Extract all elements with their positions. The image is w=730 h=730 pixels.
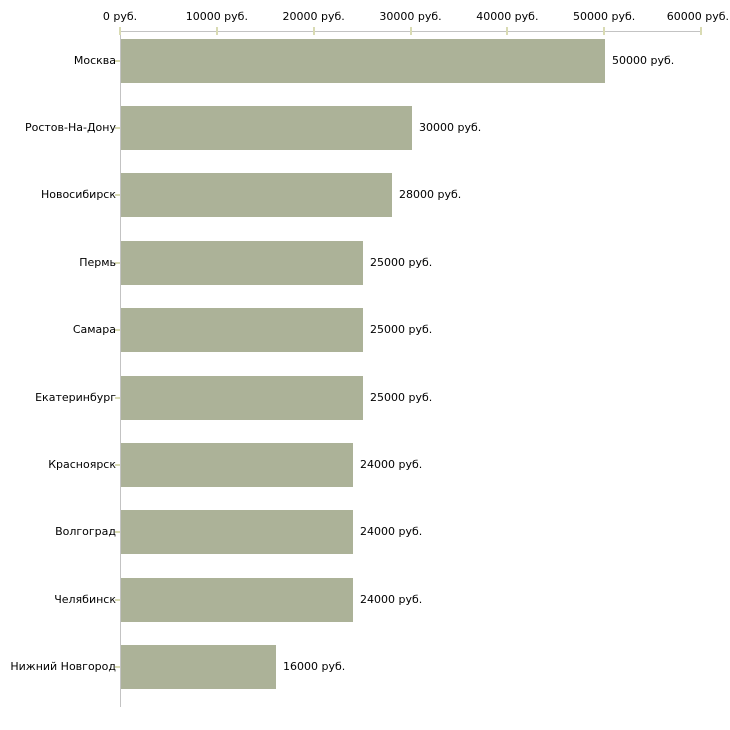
- x-axis-tick-label: 10000 руб.: [185, 10, 248, 23]
- y-axis-tick: [115, 261, 120, 264]
- value-label: 50000 руб.: [612, 53, 675, 67]
- y-axis-tick: [115, 598, 120, 601]
- x-axis-tick-label: 50000 руб.: [573, 10, 636, 23]
- category-label: Красноярск: [48, 457, 116, 471]
- y-axis-tick: [115, 59, 120, 62]
- bar-Пермь: [121, 240, 363, 285]
- value-label: 24000 руб.: [360, 525, 423, 539]
- value-label: 24000 руб.: [360, 592, 423, 606]
- y-axis-tick: [115, 666, 120, 669]
- x-axis-tick: [603, 27, 606, 35]
- x-axis-tick: [312, 27, 315, 35]
- x-axis-tick-label: 30000 руб.: [379, 10, 442, 23]
- category-label: Москва: [73, 53, 116, 67]
- bar-Нижний Новгород: [121, 645, 276, 690]
- bar-Москва: [121, 38, 605, 83]
- x-axis-tick: [409, 27, 412, 35]
- category-label: Ростов-На-Дону: [24, 120, 116, 134]
- x-axis-tick: [700, 27, 702, 35]
- y-axis-tick: [115, 194, 120, 197]
- category-label: Пермь: [79, 255, 116, 269]
- x-axis-tick-label: 60000 руб.: [666, 10, 729, 23]
- y-axis-tick: [115, 396, 120, 399]
- category-label: Екатеринбург: [35, 390, 116, 404]
- x-axis-tick: [119, 27, 121, 35]
- y-axis-tick: [115, 329, 120, 332]
- category-label: Новосибирск: [40, 188, 116, 202]
- value-label: 25000 руб.: [370, 390, 433, 404]
- value-label: 25000 руб.: [370, 323, 433, 337]
- category-label: Волгоград: [55, 525, 116, 539]
- bar-Ростов-На-Дону: [121, 105, 412, 150]
- x-axis-tick-label: 0 руб.: [102, 10, 138, 23]
- value-label: 30000 руб.: [419, 120, 482, 134]
- y-axis-line: [120, 31, 121, 707]
- bar-Екатеринбург: [121, 375, 363, 420]
- bar-Волгоград: [121, 510, 353, 555]
- value-label: 28000 руб.: [399, 188, 462, 202]
- y-axis-tick: [115, 126, 120, 129]
- x-axis-tick-label: 20000 руб.: [282, 10, 345, 23]
- category-label: Челябинск: [54, 592, 116, 606]
- y-axis-tick: [115, 531, 120, 534]
- bar-Новосибирск: [121, 173, 392, 218]
- value-label: 25000 руб.: [370, 255, 433, 269]
- bar-Самара: [121, 308, 363, 353]
- value-label: 24000 руб.: [360, 457, 423, 471]
- bar-Челябинск: [121, 577, 353, 622]
- x-axis-tick: [506, 27, 509, 35]
- category-label: Нижний Новгород: [10, 660, 116, 674]
- y-axis-tick: [115, 463, 120, 466]
- bar-Красноярск: [121, 442, 353, 487]
- category-label: Самара: [72, 323, 116, 337]
- x-axis-tick-label: 40000 руб.: [476, 10, 539, 23]
- x-axis-tick: [215, 27, 218, 35]
- value-label: 16000 руб.: [283, 660, 346, 674]
